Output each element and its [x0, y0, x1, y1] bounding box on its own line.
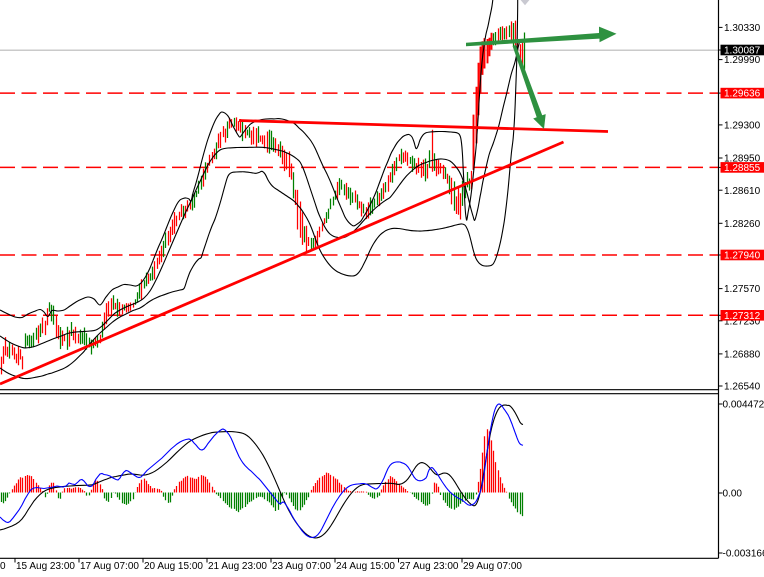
- svg-text:23 Aug 07:00: 23 Aug 07:00: [272, 561, 331, 572]
- svg-text:17 Aug 07:00: 17 Aug 07:00: [80, 561, 139, 572]
- svg-text:1.29636: 1.29636: [724, 89, 761, 100]
- svg-text:1.26880: 1.26880: [724, 350, 761, 361]
- svg-text:15 Aug 23:00: 15 Aug 23:00: [16, 561, 75, 572]
- svg-text:0.004472: 0.004472: [723, 400, 764, 411]
- svg-text:1.29300: 1.29300: [724, 121, 761, 132]
- svg-text:20 Aug 15:00: 20 Aug 15:00: [144, 561, 203, 572]
- svg-text:1.30330: 1.30330: [724, 23, 761, 34]
- svg-text:27 Aug 23:00: 27 Aug 23:00: [400, 561, 459, 572]
- svg-text:1.28855: 1.28855: [724, 163, 761, 174]
- svg-text:29 Aug 07:00: 29 Aug 07:00: [463, 561, 522, 572]
- svg-text:-0.003166: -0.003166: [723, 549, 764, 560]
- svg-text:21 Aug 23:00: 21 Aug 23:00: [208, 561, 267, 572]
- svg-text:1.29990: 1.29990: [724, 55, 761, 66]
- svg-text:0.00: 0.00: [723, 489, 743, 500]
- svg-text:24 Aug 15:00: 24 Aug 15:00: [336, 561, 395, 572]
- svg-text:1.30087: 1.30087: [724, 46, 761, 57]
- svg-text:1.27570: 1.27570: [724, 284, 761, 295]
- svg-text:1.27312: 1.27312: [724, 311, 761, 322]
- svg-text:1.26540: 1.26540: [724, 382, 761, 393]
- svg-text:0: 0: [0, 561, 6, 572]
- svg-text:1.28260: 1.28260: [724, 219, 761, 230]
- svg-text:1.28610: 1.28610: [724, 186, 761, 197]
- svg-text:1.27940: 1.27940: [724, 251, 761, 262]
